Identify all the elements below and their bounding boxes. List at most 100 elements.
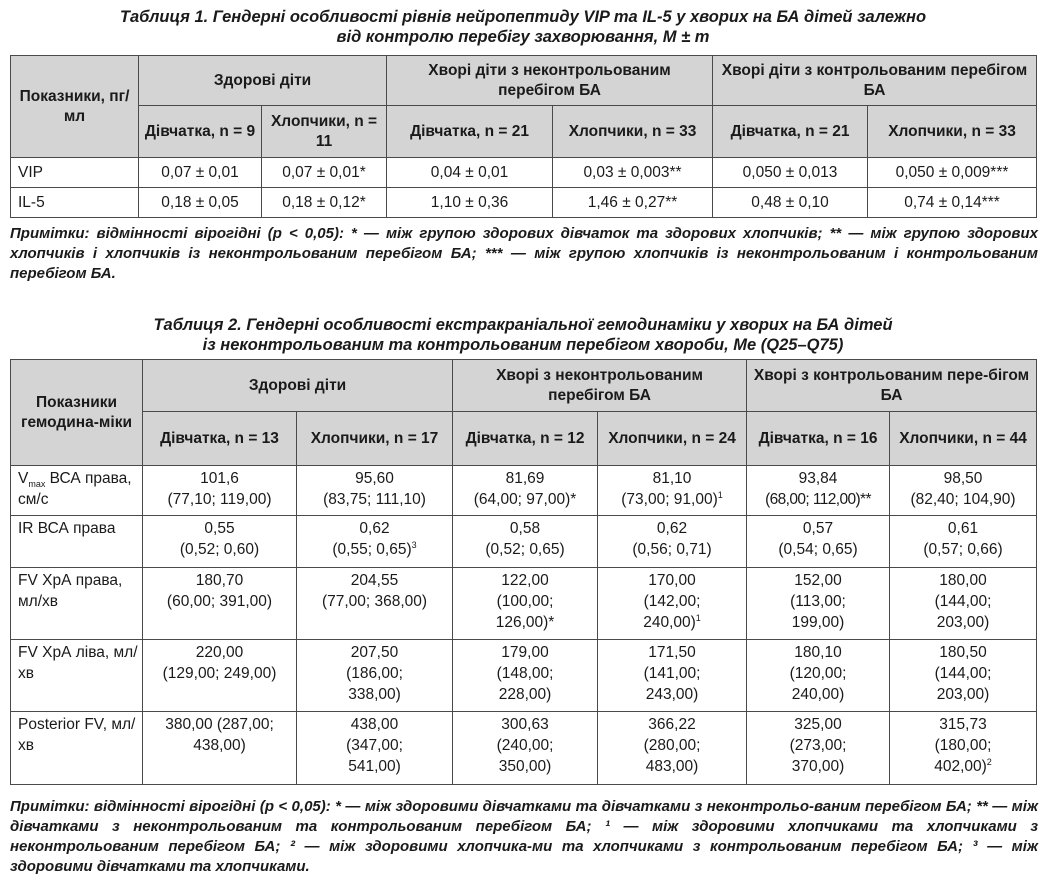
cell-value: 171,50 (648, 644, 696, 661)
table-cell: 170,00 (142,00; 240,00)1 (597, 567, 748, 640)
cell-range-end: 402,00)2 (893, 756, 1033, 777)
cell-value: 180,50 (939, 644, 987, 661)
cell-range: 438,00) (193, 737, 246, 754)
table2-caption-line1: Таблиця 2. Гендерні особливості екстракр… (153, 316, 893, 334)
table1-note: Примітки: відмінності вірогідні (p < 0,0… (10, 224, 1038, 284)
cell-value: 0,62 (656, 520, 688, 537)
cell-value: 438,00 (350, 716, 399, 733)
table-cell: 152,00 (113,00; 199,00) (746, 567, 891, 640)
table-cell: 101,6 (77,10; 119,00) (142, 465, 297, 516)
table-row: Posterior FV, мл/хв 380,00 (287,00; 438,0… (10, 711, 1038, 785)
cell-range: (280,00; (643, 737, 701, 754)
table-cell: 180,70 (60,00; 391,00) (142, 567, 297, 640)
row-label: VIP (10, 157, 139, 188)
table-row: FV ХрА ліва, мл/хв 220,00 (129,00; 249,00… (10, 639, 1038, 712)
table-cell: 180,00 (144,00; 203,00) (889, 567, 1038, 640)
cell-value: 380,00 (287,00; (165, 716, 274, 733)
table-cell: 0,48 ± 0,10 (712, 187, 869, 218)
cell-range: (0,54; 0,65) (750, 539, 886, 560)
cell-value: 180,10 (794, 644, 842, 661)
cell-range: (100,00; (496, 593, 554, 610)
table1: Показники, пг/мл Здорові діти Хворі діти… (10, 55, 1038, 218)
table1-header-sub: Хлопчики, n = 33 (867, 105, 1038, 158)
cell-range: (148,00; (496, 665, 554, 682)
cell-range-text: (77,10; 119,00) (167, 491, 272, 508)
table-cell: 0,050 ± 0,009*** (867, 157, 1038, 188)
cell-range-end: 240,00) (791, 686, 845, 703)
table2-header-group-uncontrolled: Хворі з неконтрольованим перебігом БА (452, 359, 748, 412)
row-label: Posterior FV, мл/хв (10, 711, 143, 785)
cell-range-end: 203,00) (936, 686, 990, 703)
cell-range: (83,75; 111,10) (300, 489, 449, 510)
table1-header-group-healthy: Здорові діти (137, 55, 388, 106)
table-cell: 1,46 ± 0,27** (552, 187, 714, 218)
table-cell: 0,55 (0,52; 0,60) (142, 515, 297, 568)
cell-value: 325,00 (794, 716, 842, 733)
cell-range-text: (0,55; 0,65) (332, 541, 412, 558)
table-row: IL-5 0,18 ± 0,05 0,18 ± 0,12* 1,10 ± 0,3… (10, 187, 1038, 218)
table-cell: 366,22 (280,00; 483,00) (597, 711, 748, 785)
row-label: FV ХрА ліва, мл/хв (10, 639, 143, 712)
footnote-marker: 1 (717, 489, 723, 500)
table-cell: 180,10 (120,00; 240,00) (746, 639, 891, 712)
cell-range: (68,00; 112,00)** (750, 489, 886, 510)
table-cell: 179,00 (148,00; 228,00) (452, 639, 599, 712)
table1-header-sub: Хлопчики, n = 33 (552, 105, 714, 158)
row-label: IL-5 (10, 187, 139, 218)
table2-caption: Таблиця 2. Гендерні особливості екстракр… (0, 315, 1046, 355)
cell-range: (141,00; (643, 665, 701, 682)
table2-note-lead: Примітки: відмінності вірогідні (p < 0,0… (10, 798, 331, 815)
row-label: IR ВСА права (10, 515, 143, 568)
cell-range: (0,55; 0,65)3 (300, 539, 449, 560)
cell-value: 95,60 (355, 470, 394, 487)
table-cell: 0,57 (0,54; 0,65) (746, 515, 891, 568)
table-cell: 180,50 (144,00; 203,00) (889, 639, 1038, 712)
table-cell: 0,74 ± 0,14*** (867, 187, 1038, 218)
cell-range-end: 338,00) (348, 686, 401, 703)
table-cell: 1,10 ± 0,36 (386, 187, 554, 218)
cell-value: 101,6 (200, 470, 239, 487)
cell-range: (82,40; 104,90) (893, 489, 1033, 510)
cell-value: 81,10 (652, 470, 692, 487)
table-cell: 81,10 (73,00; 91,00)1 (597, 465, 748, 516)
cell-range-end: 350,00) (498, 758, 552, 775)
cell-range-text: (0,57; 0,66) (923, 541, 1003, 558)
cell-value: 179,00 (501, 644, 549, 661)
cell-range: (240,00; (496, 737, 554, 754)
cell-range: (186,00; (346, 665, 403, 682)
cell-range-end: 240,00)1 (601, 612, 743, 633)
cell-value: 0,58 (509, 520, 541, 537)
table-cell: 93,84 (68,00; 112,00)** (746, 465, 891, 516)
cell-value: 180,00 (939, 572, 987, 589)
table-cell: 0,58 (0,52; 0,65) (452, 515, 599, 568)
cell-range-text: (0,52; 0,60) (179, 541, 260, 558)
cell-value: 93,84 (798, 470, 838, 487)
table-cell: 0,18 ± 0,12* (260, 187, 388, 218)
table-cell: 380,00 (287,00; 438,00) (142, 711, 297, 785)
table1-caption-line2: від контролю перебігу захворювання, M ± … (336, 28, 710, 46)
table-row: FV ХрА права, мл/хв 180,70 (60,00; 391,00… (10, 567, 1038, 640)
cell-range-end: 203,00) (936, 614, 990, 631)
table-cell: 207,50 (186,00; 338,00) (295, 639, 454, 712)
cell-range-end: 541,00) (348, 758, 401, 775)
cell-value: 0,61 (947, 520, 979, 537)
cell-range: (144,00; (934, 593, 992, 610)
cell-range-text: (0,52; 0,65) (485, 541, 565, 558)
cell-range-text: (73,00; 91,00) (621, 491, 718, 508)
table-cell: 315,73 (180,00; 402,00)2 (889, 711, 1038, 785)
cell-range-text: (0,54; 0,65) (778, 541, 858, 558)
cell-value: 0,62 (359, 520, 390, 537)
table-cell: 0,07 ± 0,01 (138, 157, 262, 188)
cell-range: (113,00; (790, 593, 846, 610)
cell-range-end: 243,00) (645, 686, 699, 703)
table2-header-group-controlled: Хворі з контрольованим пере-бігом БА (746, 359, 1038, 412)
table-cell: 0,18 ± 0,05 (138, 187, 262, 218)
footnote-marker: 3 (411, 539, 417, 550)
table-row: Vmax ВСА права, см/с 101,6 (77,10; 119,00… (10, 465, 1038, 516)
table-cell: 438,00 (347,00; 541,00) (295, 711, 454, 785)
table-cell: 204,55 (77,00; 368,00) (295, 567, 454, 640)
table2-header-sub: Дівчатка, n = 13 (142, 411, 297, 466)
table2-header-group-healthy: Здорові діти (141, 359, 454, 412)
cell-value: 315,73 (939, 716, 987, 733)
